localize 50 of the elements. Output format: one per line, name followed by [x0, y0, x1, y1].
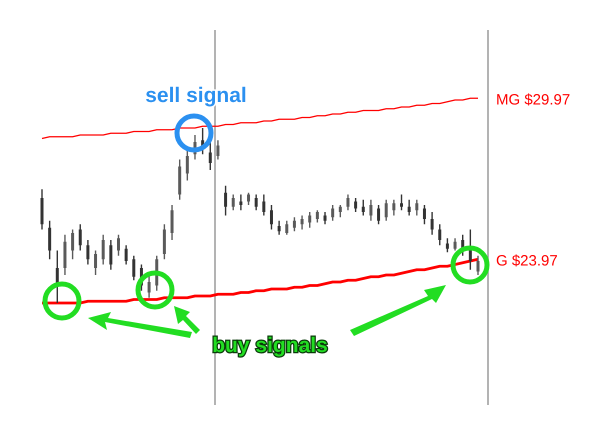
candlestick: [316, 210, 319, 224]
candlestick: [346, 194, 350, 211]
candlestick: [392, 199, 396, 216]
candlestick: [369, 199, 372, 222]
candlestick: [86, 239, 90, 266]
candlestick: [338, 204, 342, 218]
candlestick: [78, 224, 82, 252]
candlestick: [331, 204, 334, 222]
candlestick: [124, 244, 128, 266]
text: sell signal: [145, 84, 247, 107]
series-label: MG $29.97: [496, 91, 570, 108]
candlestick: [408, 199, 411, 216]
candlestick: [438, 224, 442, 246]
candlestick: [292, 216, 296, 232]
candlestick: [400, 194, 404, 211]
candlestick: [476, 255, 480, 276]
series-label: G $23.97: [496, 252, 558, 270]
candlestick: [224, 185, 228, 216]
candlestick: [48, 220, 52, 260]
candlestick: [384, 199, 388, 222]
candlestick: [116, 234, 120, 256]
candlestick: [186, 150, 189, 182]
candlestick: [354, 197, 358, 213]
candlestick: [422, 204, 426, 225]
candlestick: [71, 228, 74, 260]
candlestick: [430, 211, 434, 236]
candlestick: [132, 255, 136, 281]
candlestick: [94, 250, 98, 276]
candlestick: [300, 214, 304, 230]
text: buy signals: [212, 334, 328, 357]
candlestick: [362, 199, 365, 216]
candlestick: [446, 238, 449, 253]
candlestick: [324, 211, 327, 225]
candlestick: [216, 140, 220, 160]
candlestick: [232, 194, 235, 211]
candlestick: [170, 204, 174, 241]
candlestick: [109, 239, 112, 270]
candlestick: [377, 204, 380, 225]
candlestick: [415, 199, 418, 216]
candlestick: [102, 234, 105, 266]
candlestick: [254, 194, 258, 211]
candlestick: [148, 274, 151, 298]
candlestick: [262, 194, 266, 216]
candlestick: [278, 220, 281, 236]
candlestick: [247, 192, 250, 206]
candlestick: [239, 194, 242, 211]
candlestick: [285, 220, 288, 236]
candlestick: [454, 238, 457, 252]
candlestick: [270, 204, 273, 230]
candlestick: [308, 211, 312, 228]
